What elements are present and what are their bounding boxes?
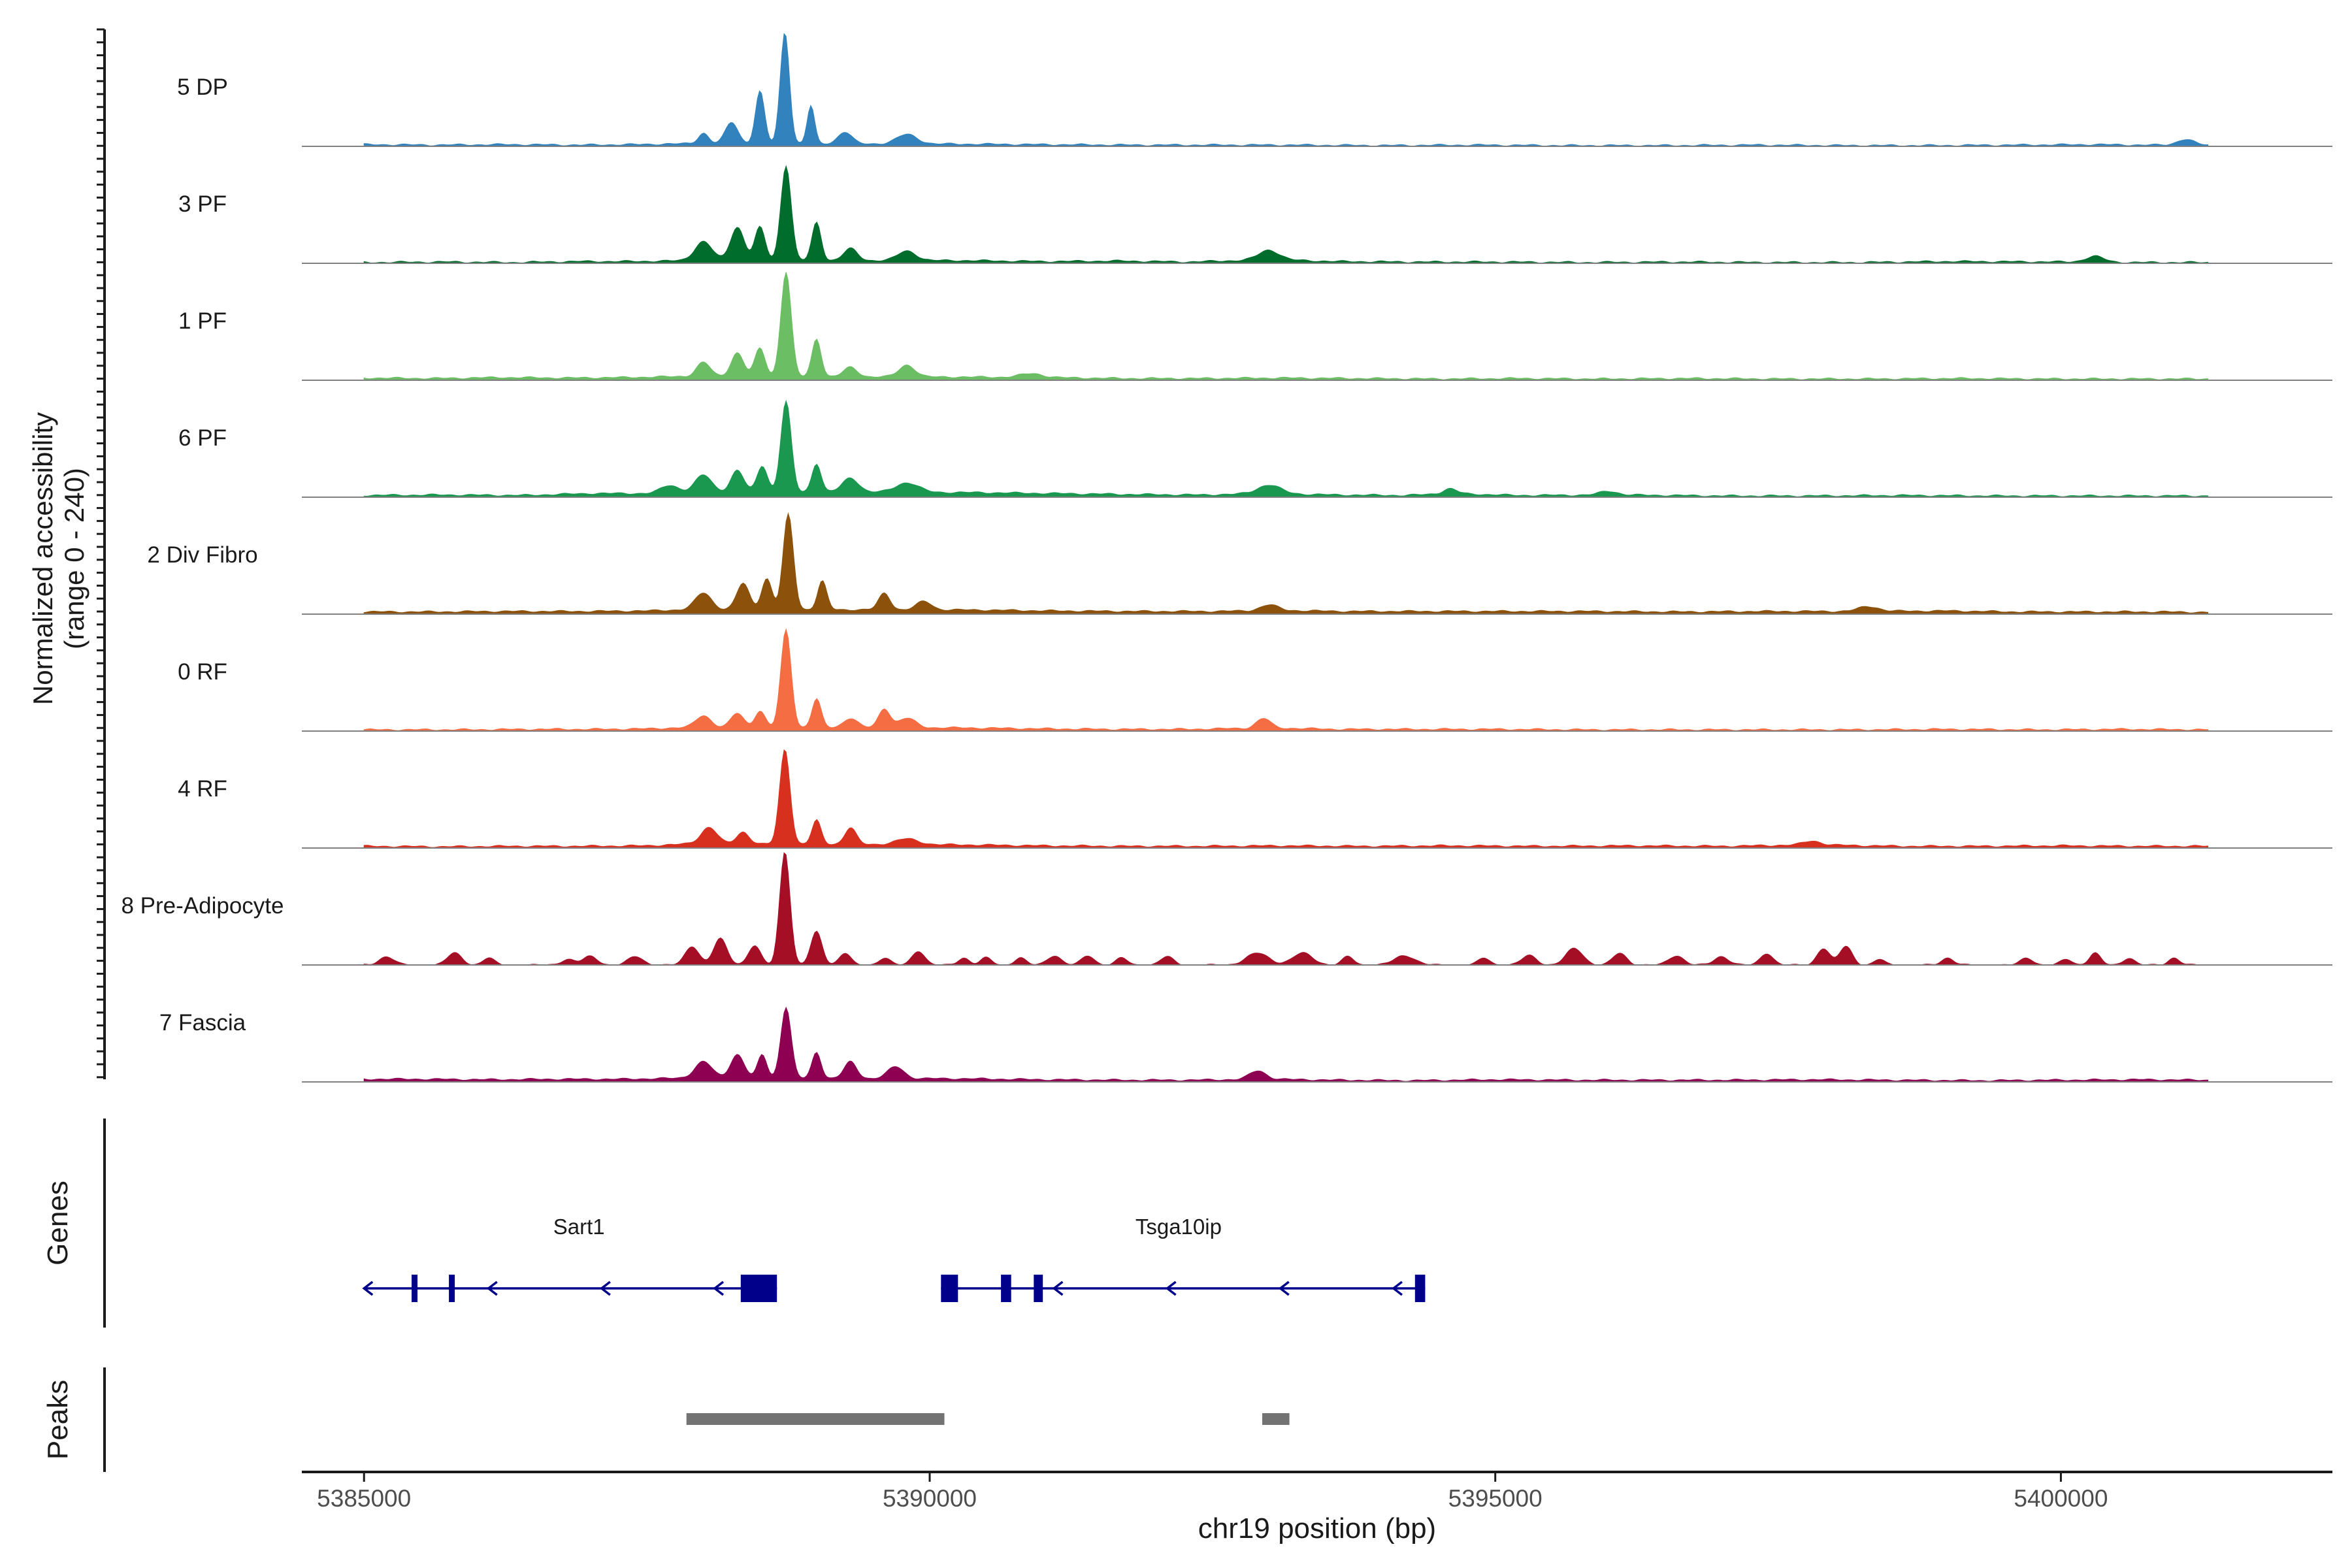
peaks-panel-label: Peaks	[42, 1380, 74, 1460]
gene-annotation-track: Sart1 Tsga10ip	[362, 1215, 1426, 1302]
genes-panel-label: Genes	[42, 1181, 74, 1266]
exon	[1414, 1275, 1426, 1302]
track-label: 5 DP	[177, 74, 228, 100]
exon	[1001, 1275, 1011, 1302]
track-label: 4 RF	[178, 776, 227, 802]
peak-region	[686, 1413, 945, 1425]
x-axis-title: chr19 position (bp)	[1198, 1512, 1436, 1544]
gene-label: Tsga10ip	[1135, 1215, 1222, 1239]
track-6-pf: 6 PF	[178, 399, 2332, 498]
y-axis	[97, 28, 106, 1079]
track-3-pf: 3 PF	[178, 165, 2332, 264]
x-tick-label: 5390000	[883, 1485, 977, 1512]
track-label: 6 PF	[178, 425, 227, 451]
strand-arrow	[1052, 1281, 1064, 1296]
track-0-rf: 0 RF	[178, 628, 2332, 732]
track-4-rf: 4 RF	[178, 749, 2332, 849]
accessibility-tracks: 5 DP 3 PF 1 PF 6 PF 2 Div Fibro 0 RF 4 RF 8 Pre…	[121, 33, 2332, 1083]
strand-arrow	[1278, 1281, 1290, 1296]
x-tick-label: 5385000	[317, 1485, 411, 1512]
strand-arrow	[362, 1281, 374, 1296]
track-label: 0 RF	[178, 659, 227, 685]
coverage-area	[363, 1006, 2208, 1083]
y-axis-title: Normalized accessibility	[27, 412, 58, 705]
peak-track	[686, 1413, 1290, 1425]
y-axis-range: (range 0 - 240)	[59, 468, 90, 649]
track-label: 3 PF	[178, 191, 227, 217]
exon	[449, 1275, 455, 1302]
exon	[1034, 1275, 1043, 1302]
track-7-fascia: 7 Fascia	[159, 1006, 2332, 1083]
track-2-div-fibro: 2 Div Fibro	[147, 512, 2332, 615]
track-label: 8 Pre-Adipocyte	[121, 893, 284, 919]
track-1-pf: 1 PF	[178, 272, 2332, 381]
track-label: 1 PF	[178, 308, 227, 334]
x-tick-label: 5395000	[1448, 1485, 1543, 1512]
strand-arrow	[1392, 1281, 1403, 1296]
track-label: 7 Fascia	[159, 1010, 246, 1036]
track-label: 2 Div Fibro	[147, 542, 257, 568]
strand-arrow	[486, 1281, 498, 1296]
peak-region	[1262, 1413, 1290, 1425]
strand-arrow	[713, 1281, 725, 1296]
coverage-area	[363, 749, 2208, 849]
coverage-area	[363, 165, 2208, 264]
coverage-area	[363, 272, 2208, 381]
coverage-area	[363, 399, 2208, 498]
coverage-area	[363, 512, 2208, 615]
exon	[740, 1275, 777, 1302]
gene-label: Sart1	[553, 1215, 605, 1239]
x-axis-ticks: 5385000 5390000 5395000 5400000	[317, 1472, 2108, 1512]
coverage-area	[363, 628, 2208, 732]
track-5-dp: 5 DP	[177, 33, 2332, 147]
gene-sart1: Sart1	[362, 1215, 777, 1302]
track-8-pre-adipocyte: 8 Pre-Adipocyte	[121, 852, 2332, 966]
strand-arrow	[599, 1281, 611, 1296]
strand-arrow	[1165, 1281, 1177, 1296]
exon	[941, 1275, 958, 1302]
gene-tsga10ip: Tsga10ip	[941, 1215, 1426, 1302]
exon	[412, 1275, 417, 1302]
x-tick-label: 5400000	[2014, 1485, 2108, 1512]
